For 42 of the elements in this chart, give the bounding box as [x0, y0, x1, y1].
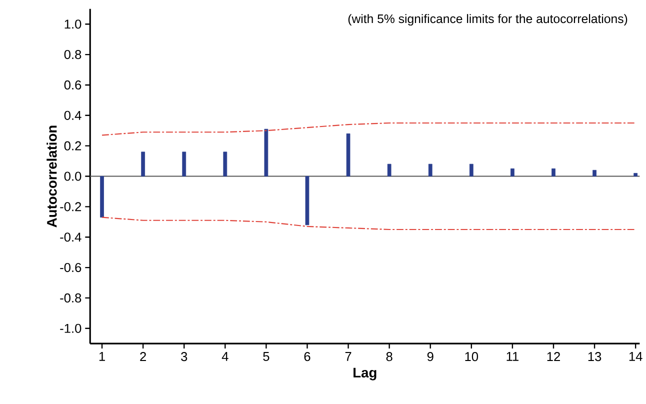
y-tick-label: -0.8 — [60, 293, 82, 302]
y-tick-label: 0.0 — [64, 172, 82, 181]
y-tick-label: 0.4 — [64, 110, 82, 120]
y-axis-title: Autocorrelation — [46, 126, 57, 228]
x-tick-label: 9 — [427, 352, 434, 362]
bar — [141, 152, 145, 176]
x-tick-label: 13 — [588, 352, 602, 362]
annotation: (with 5% significance limits for the autocorrelations) — [348, 14, 628, 26]
x-tick-label: 14 — [629, 352, 642, 361]
y-tick-label: -0.6 — [60, 262, 82, 272]
y-tick-label: -1.0 — [60, 324, 82, 333]
bar — [469, 164, 474, 176]
x-tick-label: 10 — [465, 352, 478, 362]
x-tick-label: 3 — [181, 352, 188, 362]
y-tick-label: 0.6 — [64, 80, 82, 90]
bar — [510, 168, 514, 176]
x-tick-label: 4 — [222, 352, 228, 361]
x-axis-title: Lag — [354, 368, 376, 380]
bar — [552, 168, 556, 176]
bar — [592, 170, 596, 176]
bar — [264, 128, 268, 176]
x-tick-label: 2 — [140, 352, 146, 361]
bar — [346, 133, 350, 176]
y-tick-label: 1.0 — [64, 20, 82, 29]
bar — [100, 176, 104, 218]
bar — [634, 173, 638, 176]
x-tick-label: 6 — [304, 352, 310, 362]
x-tick-label: 7 — [345, 352, 352, 361]
bar — [182, 152, 186, 176]
x-tick-label: 5 — [263, 352, 270, 361]
bar — [305, 176, 310, 226]
x-tick-label: 12 — [547, 352, 560, 361]
x-tick-label: 11 — [506, 352, 518, 361]
x-tick-label: 1 — [99, 352, 105, 361]
y-tick-label: -0.4 — [60, 232, 82, 242]
bar — [428, 164, 432, 176]
bar — [387, 164, 392, 176]
y-tick-label: -0.2 — [60, 202, 82, 212]
x-tick-label: 8 — [386, 352, 392, 362]
bar — [223, 152, 228, 176]
y-tick-label: 0.8 — [64, 50, 82, 60]
y-tick-label: 0.2 — [64, 141, 82, 150]
